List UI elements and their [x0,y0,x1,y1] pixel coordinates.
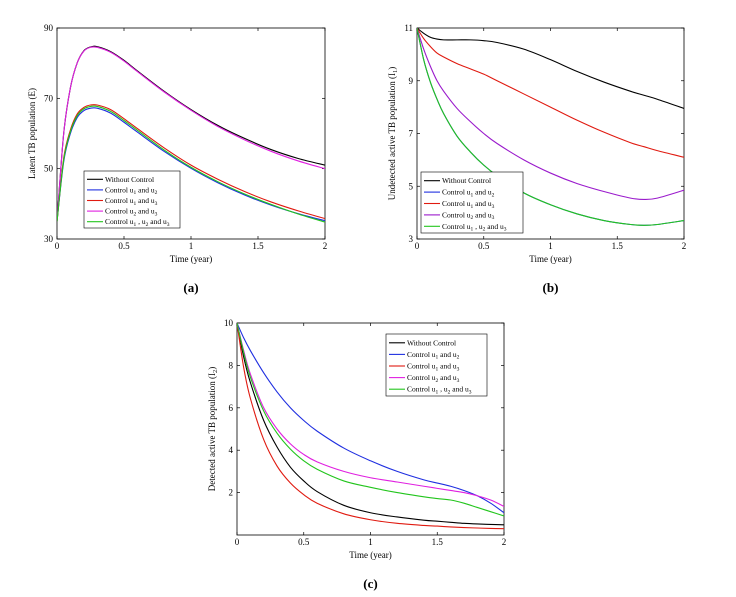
y-tick-label: 9 [409,76,414,86]
x-tick-label: 1 [189,241,194,251]
y-tick-label: 10 [224,318,234,328]
y-tick-label: 4 [229,445,234,455]
legend-label: Control u1 and u3 [105,196,158,207]
series-line-1 [237,323,504,526]
x-tick-label: 1.5 [252,241,264,251]
x-tick-label: 0 [55,241,60,251]
x-tick-label: 0.5 [478,241,490,251]
x-axis-label: Time (year) [349,550,391,560]
series-line-2 [57,107,325,222]
x-tick-label: 1.5 [432,537,444,547]
legend-label: Without Control [407,338,456,347]
y-tick-label: 8 [229,360,234,370]
legend-label: Control u1 , u2 and u3 [105,217,170,228]
legend-label: Without Control [105,175,154,184]
series-line-4 [57,46,325,222]
y-axis-label: Detected active TB population (I2) [207,367,219,492]
series-line-3 [57,104,325,222]
y-tick-label: 70 [44,93,54,103]
legend-box [420,171,524,234]
x-tick-label: 0.5 [118,241,130,251]
x-tick-label: 2 [323,241,328,251]
y-tick-label: 7 [409,129,414,139]
x-axis-label: Time (year) [170,254,212,264]
x-axis-label: Time (year) [529,254,571,264]
y-tick-label: 5 [409,181,414,191]
y-tick-label: 6 [229,403,234,413]
y-axis-label: Undetected active TB population (I1) [387,67,399,201]
series-line-5 [57,105,325,223]
series-line-2 [237,323,504,514]
x-tick-label: 2 [502,537,507,547]
legend-box [385,333,488,397]
x-tick-label: 0 [415,241,420,251]
legend-label: Control u1 and u3 [407,362,460,373]
chart-panel-c: 0 0.5 1 1.5 2 2 4 6 8 10 Time (year) Detected activ… [207,318,506,591]
legend-label: Control u1 and u3 [442,199,495,210]
chart-panel-a: 0 0.5 1 1.5 2 30 50 70 90 Time (year) Latent TB po… [27,23,327,295]
y-tick-label: 50 [44,164,54,174]
legend-label: Control u2 and u3 [407,373,460,384]
legend-label: Control u2 and u3 [105,207,158,218]
series-line-3 [237,323,504,530]
series-line-4 [237,323,504,507]
series-line-3 [417,28,684,158]
series-line-5 [237,323,504,517]
y-tick-label: 2 [229,488,234,498]
y-tick-label: 3 [409,234,414,244]
x-tick-label: 1 [548,241,553,251]
panel-label: (b) [543,280,559,295]
legend-label: Control u1 and u2 [105,185,158,196]
chart-panel-b: 0 0.5 1 1.5 2 3 5 7 9 11 Time (year) Undetected act… [387,23,686,295]
legend-label: Control u1 and u2 [407,350,460,361]
x-tick-label: 1 [368,537,373,547]
y-tick-label: 90 [44,23,54,33]
legend-label: Control u1 , u2 and u3 [442,222,507,233]
legend-label: Control u2 and u3 [442,210,495,221]
series-line-1 [417,28,684,109]
legend-label: Control u1 , u2 and u3 [407,385,472,396]
x-tick-label: 0.5 [298,537,310,547]
panel-label: (a) [183,280,198,295]
panel-label: (c) [363,576,377,591]
legend-label: Control u1 and u2 [442,188,495,199]
y-tick-label: 11 [404,23,413,33]
y-axis-label: Latent TB population (E) [27,88,37,179]
series-line-4 [417,28,684,201]
x-tick-label: 2 [682,241,687,251]
y-tick-label: 30 [44,234,54,244]
x-tick-label: 0 [235,537,240,547]
x-tick-label: 1.5 [612,241,624,251]
legend-box [83,170,181,229]
legend-label: Without Control [442,176,491,185]
